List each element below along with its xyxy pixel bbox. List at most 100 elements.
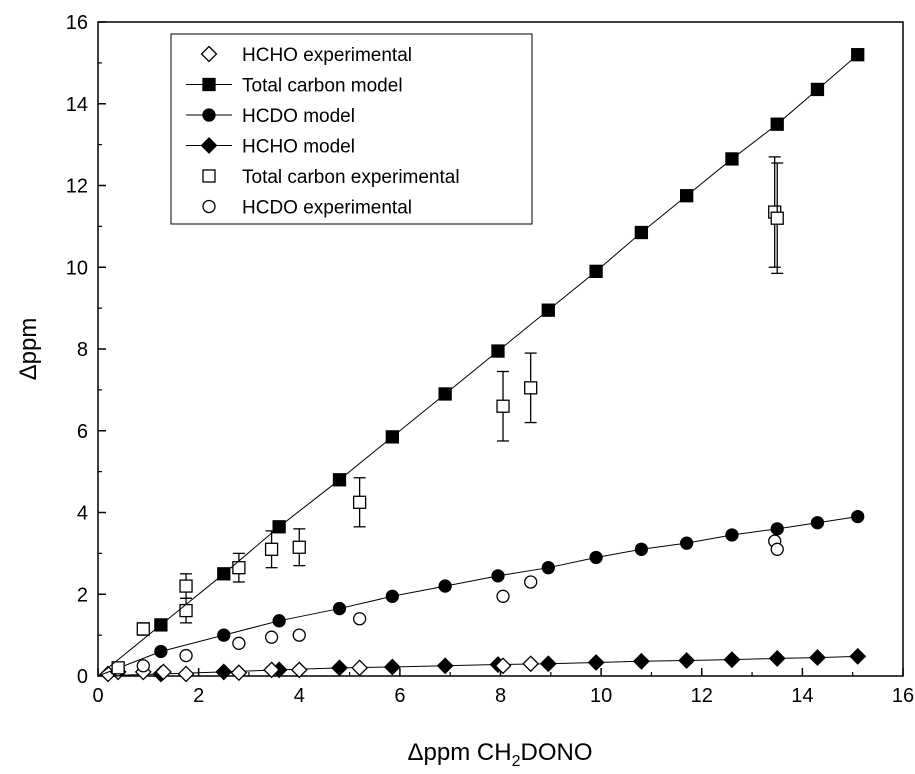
data-point bbox=[541, 303, 555, 317]
axis-ticks: 0 2 4 6 8 10 12 14 16 0 2 4 6 8 10 12 14 16 bbox=[66, 12, 914, 707]
series-total-carbon-experimental bbox=[111, 156, 784, 675]
series-total-carbon-model bbox=[97, 48, 865, 677]
legend-item-hcho-experimental: HCHO experimental bbox=[200, 45, 412, 66]
data-point bbox=[491, 569, 505, 583]
data-point bbox=[522, 655, 540, 673]
data-point bbox=[524, 381, 538, 395]
x-axis-title: Δppm CH2DONO bbox=[408, 739, 593, 770]
y-tick-label: 8 bbox=[77, 339, 88, 361]
data-point bbox=[539, 655, 557, 673]
data-point bbox=[154, 663, 172, 681]
legend-marker bbox=[202, 199, 216, 214]
legend-item-total-carbon-model: Total carbon model bbox=[186, 76, 403, 97]
data-point bbox=[589, 550, 603, 565]
data-point bbox=[770, 117, 784, 131]
data-point bbox=[290, 661, 308, 679]
data-point bbox=[770, 522, 784, 536]
data-point bbox=[770, 211, 784, 225]
data-point bbox=[725, 152, 739, 166]
series-line bbox=[97, 655, 858, 677]
data-point bbox=[332, 473, 347, 487]
data-point bbox=[634, 542, 649, 556]
data-point bbox=[179, 648, 193, 663]
data-point bbox=[264, 630, 279, 644]
data-point bbox=[632, 652, 650, 670]
series-line bbox=[97, 54, 859, 677]
legend: HCHO experimental Total carbon model HCDO … bbox=[170, 33, 533, 225]
data-point bbox=[678, 652, 696, 669]
series-hcho-model bbox=[97, 647, 867, 683]
data-point bbox=[272, 614, 286, 628]
data-point bbox=[351, 659, 369, 677]
data-point bbox=[230, 664, 248, 682]
series-hcdo-model bbox=[97, 509, 865, 677]
legend-label: Total carbon experimental bbox=[242, 167, 460, 188]
data-point bbox=[810, 516, 825, 530]
data-point bbox=[263, 661, 280, 679]
data-point bbox=[111, 661, 125, 675]
legend-label: Total carbon model bbox=[242, 76, 403, 97]
x-tick-label: 8 bbox=[495, 685, 506, 707]
data-point bbox=[136, 659, 150, 673]
data-point bbox=[587, 654, 605, 671]
data-point bbox=[770, 542, 784, 556]
legend-marker bbox=[202, 77, 216, 92]
data-point bbox=[217, 567, 231, 581]
data-point bbox=[491, 344, 505, 358]
data-point bbox=[264, 542, 279, 556]
y-tick-label: 2 bbox=[77, 584, 88, 606]
y-tick-label: 0 bbox=[77, 666, 88, 688]
data-point bbox=[496, 399, 510, 413]
x-tick-label: 10 bbox=[590, 685, 612, 707]
legend-label: HCHO model bbox=[242, 137, 355, 158]
x-tick-label: 16 bbox=[892, 685, 914, 707]
data-point bbox=[438, 579, 452, 593]
data-point bbox=[154, 644, 168, 659]
legend-item-total-carbon-experimental: Total carbon experimental bbox=[202, 167, 460, 188]
legend-label: HCDO model bbox=[242, 106, 355, 127]
data-point bbox=[494, 657, 512, 675]
legend-marker bbox=[202, 108, 216, 122]
data-point bbox=[849, 647, 867, 665]
data-point bbox=[383, 658, 401, 676]
legend-marker bbox=[200, 45, 218, 63]
data-point bbox=[436, 657, 454, 675]
legend-marker bbox=[202, 169, 216, 183]
x-axis-title-subscript: 2 bbox=[512, 753, 521, 770]
data-point bbox=[541, 561, 555, 575]
series-line bbox=[97, 516, 858, 677]
data-point bbox=[524, 575, 538, 589]
x-axis-title-tail: DONO bbox=[520, 739, 592, 766]
x-tick-label: 0 bbox=[92, 685, 103, 707]
y-tick-label: 4 bbox=[77, 503, 88, 525]
data-point bbox=[215, 663, 233, 681]
data-point bbox=[496, 589, 510, 603]
data-point bbox=[177, 665, 195, 683]
legend-box bbox=[170, 33, 533, 225]
data-point bbox=[292, 628, 306, 642]
data-point bbox=[331, 659, 348, 677]
data-point bbox=[809, 649, 826, 667]
data-point bbox=[179, 579, 193, 593]
legend-item-hcho-model: HCHO model bbox=[186, 137, 355, 158]
data-point bbox=[179, 603, 193, 618]
series-layer bbox=[97, 48, 867, 683]
data-point bbox=[810, 82, 825, 97]
x-tick-label: 4 bbox=[294, 685, 305, 707]
data-point bbox=[232, 636, 246, 650]
data-point bbox=[385, 589, 399, 603]
data-point bbox=[725, 528, 739, 542]
data-point bbox=[352, 495, 367, 509]
data-point bbox=[136, 622, 150, 636]
series-hcdo-experimental bbox=[111, 534, 784, 677]
data-point bbox=[680, 536, 694, 550]
y-tick-label: 10 bbox=[66, 257, 88, 279]
x-tick-label: 6 bbox=[394, 685, 405, 707]
legend-marker bbox=[200, 137, 218, 154]
legend-item-hcdo-model: HCDO model bbox=[186, 106, 355, 127]
legend-label: HCDO experimental bbox=[242, 198, 412, 219]
data-point bbox=[851, 48, 865, 62]
data-point bbox=[352, 612, 367, 626]
y-tick-label: 12 bbox=[66, 176, 88, 198]
